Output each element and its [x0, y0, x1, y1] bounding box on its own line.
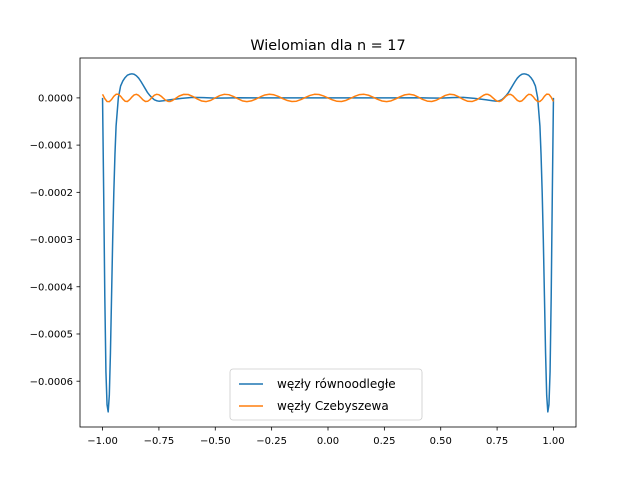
legend: węzły równoodległe węzły Czebyszewa: [229, 368, 423, 421]
x-tick-label: 0.25: [373, 436, 395, 447]
x-tick-label: −0.50: [200, 436, 231, 447]
legend-label-series-1: węzły równoodległe: [277, 377, 396, 391]
legend-label-series-2: węzły Czebyszewa: [277, 399, 389, 413]
x-axis: −1.00 −0.75 −0.50 −0.25 0.00 0.25 0.50 0.75 1.00: [87, 427, 565, 447]
y-tick-label: −0.0005: [30, 330, 73, 341]
x-tick-label: −0.25: [256, 436, 287, 447]
y-tick-label: −0.0006: [30, 377, 73, 388]
x-tick-label: 0.75: [486, 436, 508, 447]
y-axis: 0.0000 −0.0001 −0.0002 −0.0003 −0.0004 −0.000…: [30, 93, 80, 388]
x-tick-label: −0.75: [144, 436, 175, 447]
series-layer: [101, 73, 555, 413]
y-tick-label: 0.0000: [38, 93, 73, 104]
x-tick-label: 0.50: [430, 436, 452, 447]
y-tick-label: −0.0001: [30, 141, 73, 152]
x-tick-label: 1.00: [542, 436, 564, 447]
x-tick-label: 0.00: [317, 436, 339, 447]
chart-title: Wielomian dla n = 17: [250, 38, 405, 54]
legend-frame: [229, 368, 423, 421]
y-tick-label: −0.0003: [30, 235, 73, 246]
series-line-2: [101, 93, 555, 103]
x-tick-label: −1.00: [87, 436, 118, 447]
y-tick-label: −0.0002: [30, 188, 73, 199]
y-tick-label: −0.0004: [30, 282, 73, 293]
